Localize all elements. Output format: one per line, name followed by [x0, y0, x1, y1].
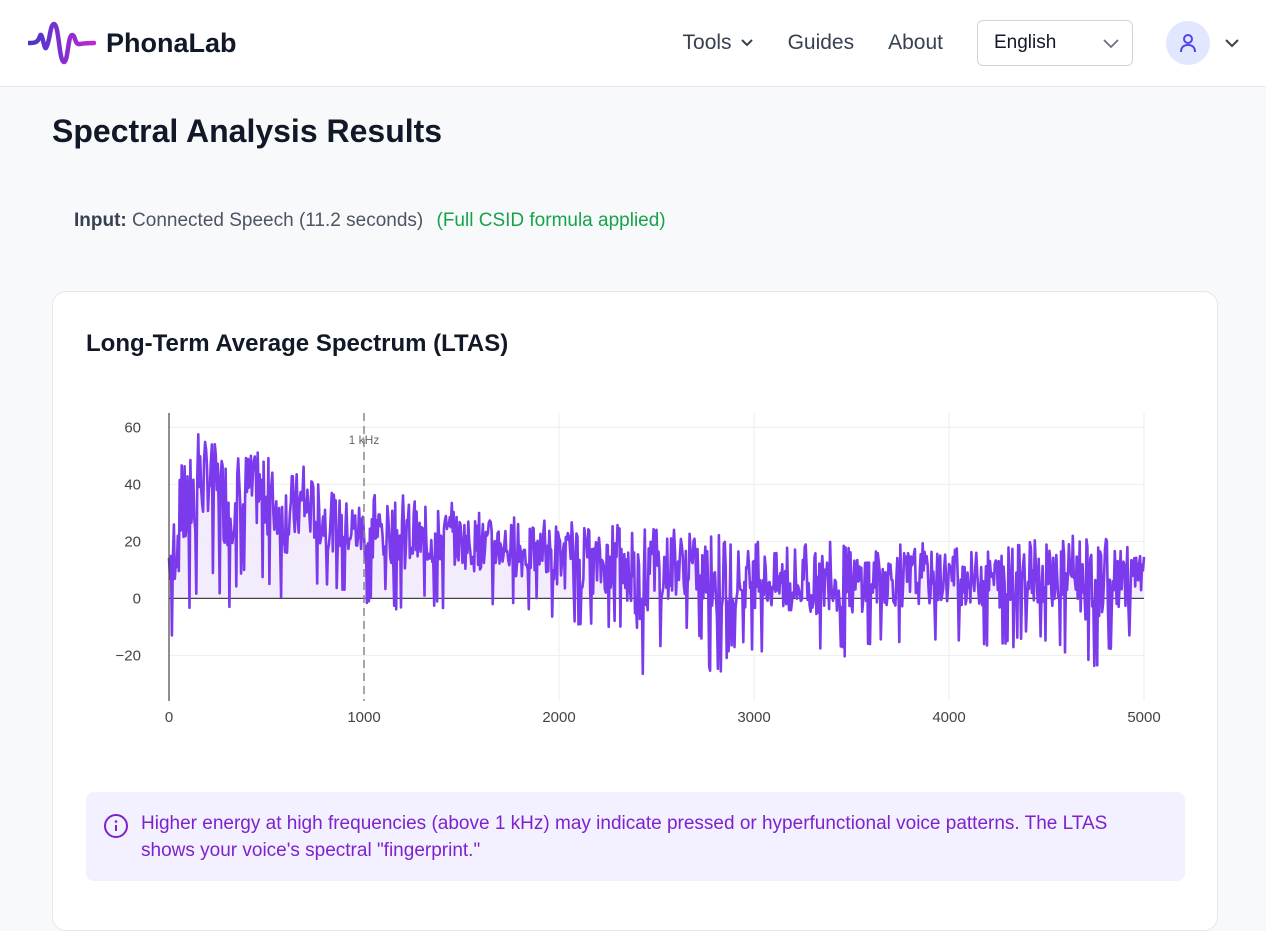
nav-guides-link[interactable]: Guides: [787, 31, 855, 54]
page-title: Spectral Analysis Results: [52, 113, 443, 149]
brand-logo[interactable]: PhonaLab: [28, 20, 237, 66]
1khz-marker-label: 1 kHz: [349, 433, 380, 447]
x-tick-label: 5000: [1127, 709, 1160, 726]
y-tick-label: 0: [133, 590, 141, 607]
info-icon: [104, 814, 128, 838]
y-tick-label: 20: [124, 533, 141, 550]
input-summary: Input: Connected Speech (11.2 seconds) (…: [74, 210, 666, 232]
user-menu-chevron-icon[interactable]: [1224, 38, 1240, 48]
user-avatar-button[interactable]: [1166, 21, 1210, 65]
nav-about-link[interactable]: About: [888, 31, 943, 54]
x-tick-label: 1000: [347, 709, 380, 726]
x-tick-label: 3000: [737, 709, 770, 726]
user-icon: [1180, 34, 1196, 53]
chevron-down-icon: [740, 39, 753, 47]
brand-name: PhonaLab: [106, 27, 237, 58]
formula-status: (Full CSID formula applied): [436, 210, 666, 231]
y-tick-label: 60: [124, 419, 141, 436]
language-value: English: [994, 32, 1057, 53]
input-value: Connected Speech (11.2 seconds): [132, 210, 424, 231]
ltas-card: Long-Term Average Spectrum (LTAS) 0 1000 2…: [52, 291, 1218, 931]
info-text: Higher energy at high frequencies (above…: [141, 813, 1108, 861]
waveform-logo-icon: [28, 21, 96, 65]
y-tick-label: 40: [124, 476, 141, 493]
y-tick-label: −20: [116, 647, 141, 664]
x-tick-label: 0: [165, 709, 173, 726]
ltas-chart: 0 1000 2000 3000 4000 5000 −20 0 20 40 60 1 kHz: [116, 413, 1161, 726]
language-select[interactable]: English: [977, 20, 1133, 66]
ltas-title: Long-Term Average Spectrum (LTAS): [86, 330, 509, 357]
chevron-down-icon: [1103, 39, 1119, 49]
spectrum-line: [167, 433, 1146, 676]
top-nav: PhonaLab Tools Guides About English: [0, 0, 1266, 87]
nav-tools-label: Tools: [682, 31, 732, 54]
x-tick-label: 2000: [542, 709, 575, 726]
input-label: Input:: [74, 210, 127, 231]
nav-tools-menu[interactable]: Tools: [683, 31, 754, 55]
x-tick-label: 4000: [932, 709, 965, 726]
info-callout: Higher energy at high frequencies (above…: [86, 792, 1185, 881]
